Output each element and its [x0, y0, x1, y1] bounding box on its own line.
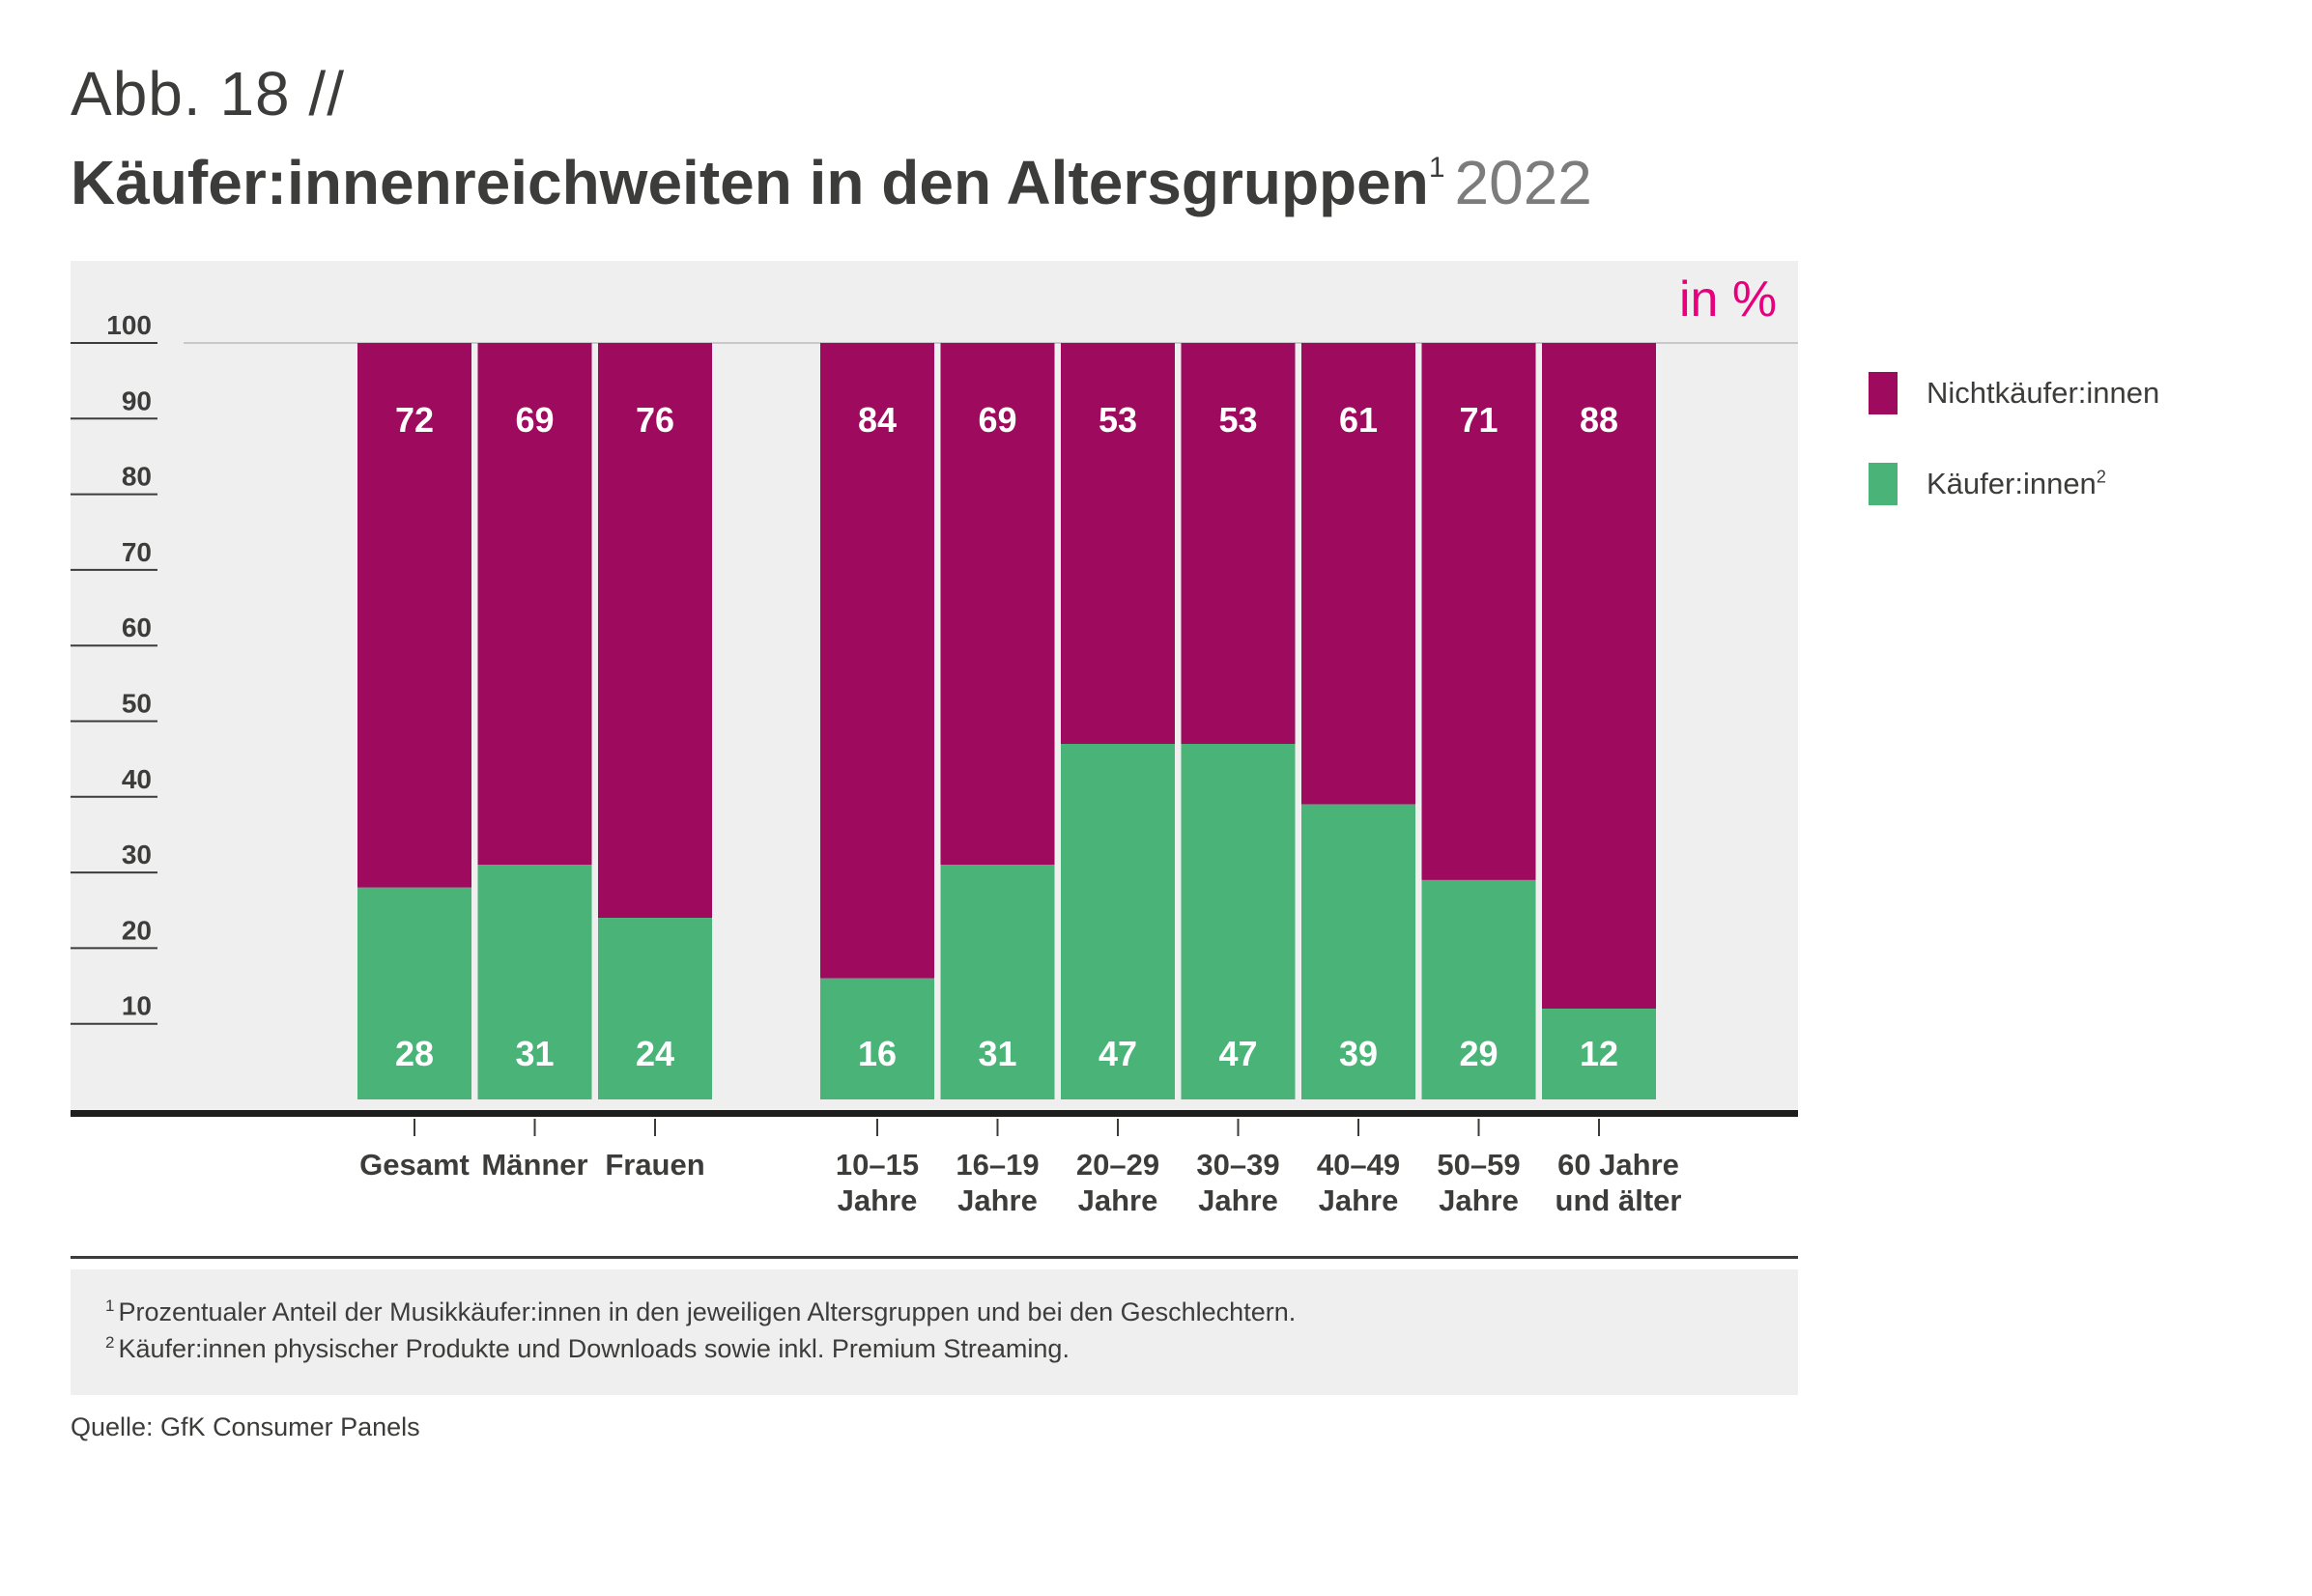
- bar-kaeufer-3: [820, 978, 934, 1099]
- x-category-label-9-0: 60 Jahre: [1557, 1148, 1679, 1182]
- bar-nichtkaeufer-2: [598, 343, 712, 919]
- footnote-2-marker: 2: [105, 1333, 115, 1352]
- y-tick-label-20: 20: [122, 915, 152, 945]
- bar-kaeufer-7: [1301, 804, 1415, 1099]
- chart-title-text: Käufer:innenreichweiten in den Altersgru…: [71, 148, 1429, 217]
- y-tick-label-40: 40: [122, 764, 152, 794]
- value-label-kaeufer-5: 47: [1099, 1034, 1137, 1073]
- y-tick-label-10: 10: [122, 991, 152, 1021]
- value-label-kaeufer-0: 28: [395, 1034, 434, 1073]
- value-label-kaeufer-6: 47: [1218, 1034, 1257, 1073]
- bar-nichtkaeufer-8: [1421, 343, 1536, 880]
- x-category-label-5-0: 20–29: [1076, 1148, 1159, 1182]
- y-tick-label-90: 90: [122, 385, 152, 415]
- footnote-1: 1 Prozentualer Anteil der Musikkäufer:inn…: [105, 1297, 1296, 1327]
- bar-kaeufer-5: [1061, 743, 1175, 1099]
- y-tick-label-100: 100: [106, 310, 152, 340]
- chart-title: Käufer:innenreichweiten in den Altersgru…: [71, 147, 1592, 218]
- value-label-nichtkaeufer-2: 76: [636, 400, 674, 440]
- bar-kaeufer-0: [357, 887, 471, 1099]
- footnote-2: 2 Käufer:innen physischer Produkte und Do…: [105, 1333, 1070, 1364]
- legend: Nichtkäufer:innen Käufer:innen2: [1869, 372, 2159, 554]
- x-category-label-8-0: 50–59: [1437, 1148, 1520, 1182]
- footer-divider: [71, 1256, 1798, 1259]
- value-label-nichtkaeufer-3: 84: [858, 400, 897, 440]
- figure-kicker: Abb. 18 //: [71, 59, 345, 128]
- value-label-kaeufer-4: 31: [978, 1034, 1016, 1073]
- x-category-label-0-0: Gesamt: [359, 1148, 470, 1182]
- bar-nichtkaeufer-0: [357, 343, 471, 888]
- legend-swatch-nichtkaeufer: [1869, 372, 1898, 414]
- chart-year: 2022: [1454, 148, 1592, 217]
- x-category-label-1-0: Männer: [481, 1148, 587, 1182]
- legend-item-kaeufer: Käufer:innen2: [1869, 463, 2159, 505]
- bar-kaeufer-9: [1542, 1009, 1656, 1099]
- legend-swatch-kaeufer: [1869, 463, 1898, 505]
- x-category-label-5-1: Jahre: [1078, 1183, 1158, 1217]
- x-category-label-4-0: 16–19: [956, 1148, 1039, 1182]
- legend-label-kaeufer-text: Käufer:innen: [1927, 467, 2097, 500]
- value-label-nichtkaeufer-7: 61: [1339, 400, 1378, 440]
- title-footnote-marker: 1: [1428, 151, 1445, 184]
- bar-kaeufer-6: [1181, 743, 1296, 1099]
- value-label-nichtkaeufer-0: 72: [395, 400, 434, 440]
- legend-label-nichtkaeufer: Nichtkäufer:innen: [1927, 376, 2160, 410]
- x-category-label-7-0: 40–49: [1317, 1148, 1400, 1182]
- bar-nichtkaeufer-4: [940, 343, 1055, 866]
- x-category-label-6-0: 30–39: [1196, 1148, 1279, 1182]
- bar-nichtkaeufer-9: [1542, 343, 1656, 1010]
- bar-kaeufer-1: [477, 865, 592, 1099]
- stacked-bar-chart: 10 20 30 40 50 60 70 80 90 100 72 28 Gesamt 69 31 Männe…: [71, 310, 1798, 1217]
- x-category-label-4-1: Jahre: [957, 1183, 1038, 1217]
- x-category-label-6-1: Jahre: [1198, 1183, 1278, 1217]
- bar-kaeufer-8: [1421, 879, 1536, 1099]
- y-tick-label-80: 80: [122, 462, 152, 492]
- value-label-nichtkaeufer-9: 88: [1580, 400, 1618, 440]
- value-label-nichtkaeufer-5: 53: [1099, 400, 1137, 440]
- value-label-kaeufer-2: 24: [636, 1034, 674, 1073]
- y-tick-label-60: 60: [122, 613, 152, 642]
- footnote-1-marker: 1: [105, 1297, 115, 1315]
- value-label-kaeufer-8: 29: [1459, 1034, 1498, 1073]
- legend-item-nichtkaeufer: Nichtkäufer:innen: [1869, 372, 2159, 414]
- source-note: Quelle: GfK Consumer Panels: [71, 1412, 420, 1441]
- bar-nichtkaeufer-3: [820, 343, 934, 979]
- unit-label: in %: [1679, 271, 1778, 328]
- y-tick-label-50: 50: [122, 689, 152, 719]
- x-category-label-3-0: 10–15: [836, 1148, 919, 1182]
- x-category-label-8-1: Jahre: [1439, 1183, 1519, 1217]
- bar-nichtkaeufer-5: [1061, 343, 1175, 744]
- x-category-label-9-1: und älter: [1556, 1183, 1682, 1217]
- bar-nichtkaeufer-1: [477, 343, 592, 866]
- bar-nichtkaeufer-6: [1181, 343, 1296, 744]
- value-label-nichtkaeufer-4: 69: [978, 400, 1016, 440]
- value-label-kaeufer-9: 12: [1580, 1034, 1618, 1073]
- bar-kaeufer-2: [598, 918, 712, 1099]
- footnotes-box: 1 Prozentualer Anteil der Musikkäufer:inn…: [71, 1269, 1798, 1395]
- value-label-kaeufer-7: 39: [1339, 1034, 1378, 1073]
- legend-footnote-marker: 2: [2096, 467, 2106, 487]
- footnote-2-text: Käufer:innen physischer Produkte und Dow…: [118, 1334, 1070, 1363]
- value-label-kaeufer-1: 31: [515, 1034, 554, 1073]
- footnote-1-text: Prozentualer Anteil der Musikkäufer:inne…: [118, 1297, 1297, 1326]
- y-tick-label-30: 30: [122, 840, 152, 869]
- bar-nichtkaeufer-7: [1301, 343, 1415, 805]
- value-label-nichtkaeufer-6: 53: [1218, 400, 1257, 440]
- x-category-label-2-0: Frauen: [605, 1148, 704, 1182]
- x-axis-baseline: [71, 1110, 1798, 1117]
- x-category-label-7-1: Jahre: [1319, 1183, 1399, 1217]
- legend-label-kaeufer: Käufer:innen2: [1927, 467, 2106, 501]
- value-label-kaeufer-3: 16: [858, 1034, 897, 1073]
- value-label-nichtkaeufer-1: 69: [515, 400, 554, 440]
- value-label-nichtkaeufer-8: 71: [1459, 400, 1498, 440]
- y-tick-label-70: 70: [122, 537, 152, 567]
- bar-kaeufer-4: [940, 865, 1055, 1099]
- x-category-label-3-1: Jahre: [838, 1183, 918, 1217]
